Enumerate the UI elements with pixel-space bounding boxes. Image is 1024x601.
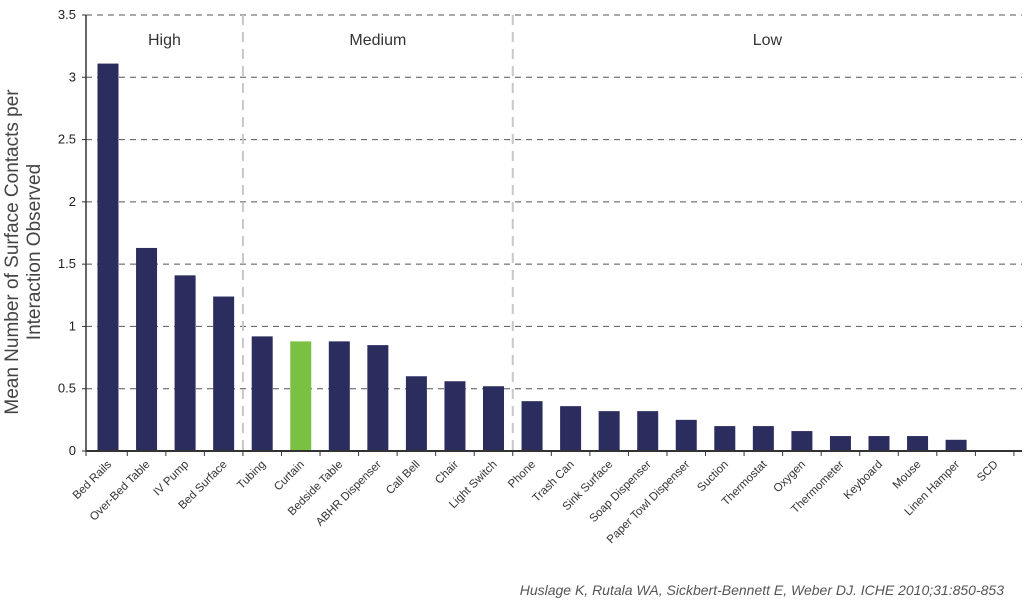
bar-paper-towl-dispenser bbox=[675, 419, 697, 451]
x-tick-label: Keyboard bbox=[842, 459, 885, 502]
x-tick-label: SCD bbox=[975, 459, 1001, 485]
x-tick-label: Chair bbox=[433, 459, 461, 487]
x-tick-label: Mouse bbox=[891, 459, 924, 492]
group-label-low: Low bbox=[753, 32, 783, 49]
group-label-high: High bbox=[148, 32, 181, 49]
y-tick-label: 2.5 bbox=[58, 132, 76, 147]
y-tick-label: 0 bbox=[69, 443, 76, 458]
bar-curtain bbox=[290, 341, 312, 451]
y-tick-label: 3 bbox=[69, 69, 76, 84]
y-tick-label: 1 bbox=[69, 318, 76, 333]
citation: Huslage K, Rutala WA, Sickbert-Bennett E… bbox=[519, 582, 1004, 598]
x-tick-label: Tubing bbox=[235, 459, 268, 492]
bar-iv-pump bbox=[174, 275, 196, 451]
bar-abhr-dispenser bbox=[367, 345, 389, 451]
bar-light-switch bbox=[483, 386, 504, 451]
bar-thermostat bbox=[752, 426, 774, 451]
y-axis-label-line1: Mean Number of Surface Contacts per bbox=[2, 89, 23, 415]
bar-linen-hamper bbox=[945, 439, 967, 451]
group-dividers bbox=[241, 15, 514, 451]
x-tick-label: Call Bell bbox=[384, 459, 422, 497]
y-tick-label: 1.5 bbox=[58, 256, 76, 271]
axes bbox=[85, 15, 1022, 456]
x-tick-label: Curtain bbox=[272, 459, 307, 494]
bar-suction bbox=[714, 426, 736, 451]
y-tick-label: 3.5 bbox=[58, 7, 76, 22]
bar-bedside-table bbox=[328, 341, 350, 451]
x-tick-label: Phone bbox=[506, 459, 538, 491]
group-labels: High Medium Low bbox=[148, 32, 782, 49]
bar-keyboard bbox=[868, 436, 890, 451]
x-tick-label: ABHR Dispenser bbox=[314, 459, 384, 529]
bar-thermometer bbox=[829, 436, 851, 451]
x-tick-label: Oxygen bbox=[772, 459, 809, 496]
bar-oxygen bbox=[791, 431, 813, 451]
x-tick-label: Suction bbox=[695, 459, 731, 495]
bar-bed-surface bbox=[213, 296, 235, 451]
bar-chair bbox=[444, 381, 466, 451]
group-label-medium: Medium bbox=[349, 32, 406, 49]
y-tick-labels: 0 0.5 1 1.5 2 2.5 3 3.5 bbox=[58, 7, 76, 458]
y-tick-label: 0.5 bbox=[58, 381, 76, 396]
bar-phone bbox=[521, 401, 543, 451]
bar-mouse bbox=[907, 436, 929, 451]
bar-call-bell bbox=[405, 376, 427, 451]
x-tick-label: IV Pump bbox=[152, 459, 192, 499]
bar-bed-rails bbox=[97, 63, 119, 451]
bar-soap-dispenser bbox=[637, 411, 659, 451]
y-tick-label: 2 bbox=[69, 194, 76, 209]
bar-over-bed-table bbox=[136, 247, 158, 451]
bars bbox=[97, 63, 967, 451]
bar-tubing bbox=[251, 336, 273, 451]
bar-trash-can bbox=[560, 406, 582, 451]
y-axis-label-line2: Interaction Observed bbox=[24, 164, 45, 340]
bar-sink-surface bbox=[598, 411, 620, 451]
